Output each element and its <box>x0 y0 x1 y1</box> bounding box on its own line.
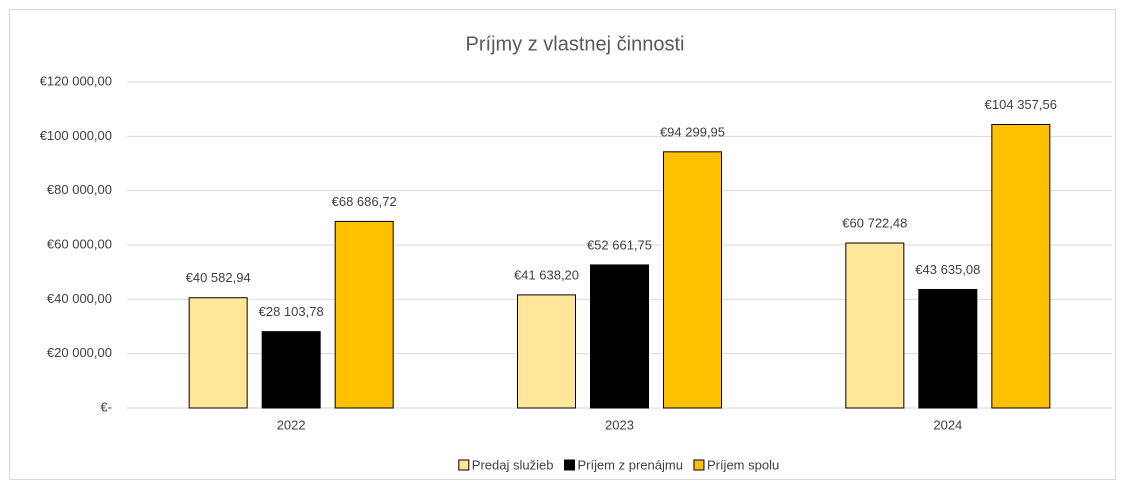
data-label: €60 722,48 <box>842 215 907 230</box>
bar <box>188 297 248 409</box>
data-label: €40 582,94 <box>186 270 251 285</box>
legend-swatch <box>693 459 705 471</box>
data-label: €43 635,08 <box>915 262 980 277</box>
y-tick-label: €40 000,00 <box>47 291 112 306</box>
legend-label: Príjem spolu <box>707 457 779 472</box>
data-label: €68 686,72 <box>332 194 397 209</box>
x-tick-label: 2024 <box>933 417 962 432</box>
y-tick-label: €- <box>100 399 112 414</box>
y-tick-label: €20 000,00 <box>47 345 112 360</box>
y-tick-label: €80 000,00 <box>47 182 112 197</box>
bar <box>663 151 722 409</box>
y-tick-label: €60 000,00 <box>47 236 112 251</box>
bar <box>590 264 649 409</box>
data-label: €94 299,95 <box>660 124 725 139</box>
y-tick-label: €120 000,00 <box>40 73 112 88</box>
data-label: €41 638,20 <box>514 267 579 282</box>
bar <box>918 288 978 409</box>
x-tick-label: 2022 <box>277 417 306 432</box>
bar <box>845 242 905 409</box>
legend-label: Predaj služieb <box>472 457 554 472</box>
data-label: €52 661,75 <box>587 237 652 252</box>
data-label: €104 357,56 <box>985 97 1057 112</box>
bar <box>261 331 321 409</box>
legend-swatch <box>563 459 575 471</box>
bar <box>517 294 576 409</box>
bar <box>334 220 394 409</box>
legend-label: Príjem z prenájmu <box>577 457 682 472</box>
data-label: €28 103,78 <box>259 304 324 319</box>
chart-title: Príjmy z vlastnej činnosti <box>466 33 685 55</box>
legend-swatch <box>458 459 470 471</box>
bar <box>991 123 1051 409</box>
y-tick-label: €100 000,00 <box>40 128 112 143</box>
x-tick-label: 2023 <box>605 417 634 432</box>
